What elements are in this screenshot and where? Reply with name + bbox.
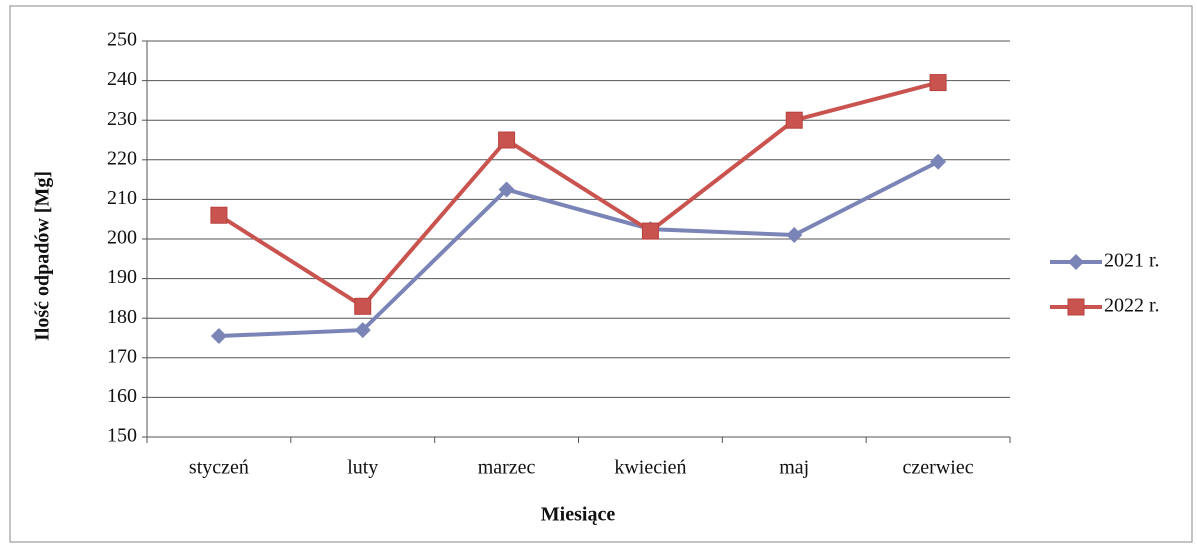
marker: [210, 328, 227, 345]
legend-label: 2022 r.: [1104, 295, 1160, 317]
y-tick-label: 150: [107, 425, 137, 447]
marker: [354, 297, 372, 315]
marker: [210, 206, 228, 224]
marker: [498, 181, 515, 198]
x-tick-label: marzec: [478, 457, 536, 479]
y-tick-label: 200: [107, 227, 137, 249]
y-tick-label: 180: [107, 306, 137, 328]
marker: [1067, 298, 1085, 316]
marker: [785, 111, 803, 129]
y-axis-title: Ilość odpadów [Mg]: [32, 171, 54, 341]
marker: [1068, 254, 1084, 270]
x-tick-label: kwiecień: [614, 457, 686, 479]
marker: [354, 322, 371, 339]
marker: [786, 227, 803, 244]
y-tick-label: 250: [107, 29, 137, 51]
y-tick-label: 230: [107, 108, 137, 130]
marker: [641, 222, 659, 240]
x-axis-title: Miesiące: [541, 504, 616, 526]
y-tick-label: 210: [107, 187, 137, 209]
y-tick-label: 170: [107, 345, 137, 367]
x-tick-label: luty: [347, 457, 378, 479]
y-tick-label: 160: [107, 385, 137, 407]
legend-label: 2021 r.: [1104, 250, 1160, 272]
marker: [930, 153, 947, 170]
y-tick-label: 220: [107, 147, 137, 169]
series-line: [217, 80, 939, 309]
chart-border: [9, 5, 1193, 543]
marker: [498, 131, 516, 149]
marker: [929, 74, 947, 92]
y-tick-label: 240: [107, 68, 137, 90]
y-tick-label: 190: [107, 266, 137, 288]
x-tick-label: styczeń: [189, 457, 249, 479]
x-tick-label: czerwiec: [903, 457, 974, 479]
x-tick-label: maj: [779, 457, 809, 479]
series-line: [218, 159, 939, 339]
